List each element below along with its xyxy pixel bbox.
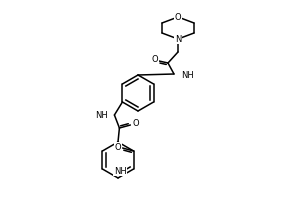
Text: NH: NH [95, 112, 107, 120]
Text: O: O [152, 55, 158, 64]
Text: O: O [132, 119, 139, 129]
Text: O: O [175, 12, 181, 21]
Text: NH: NH [181, 71, 194, 79]
Text: NH: NH [114, 166, 127, 176]
Text: O: O [114, 142, 121, 152]
Text: N: N [175, 34, 181, 44]
